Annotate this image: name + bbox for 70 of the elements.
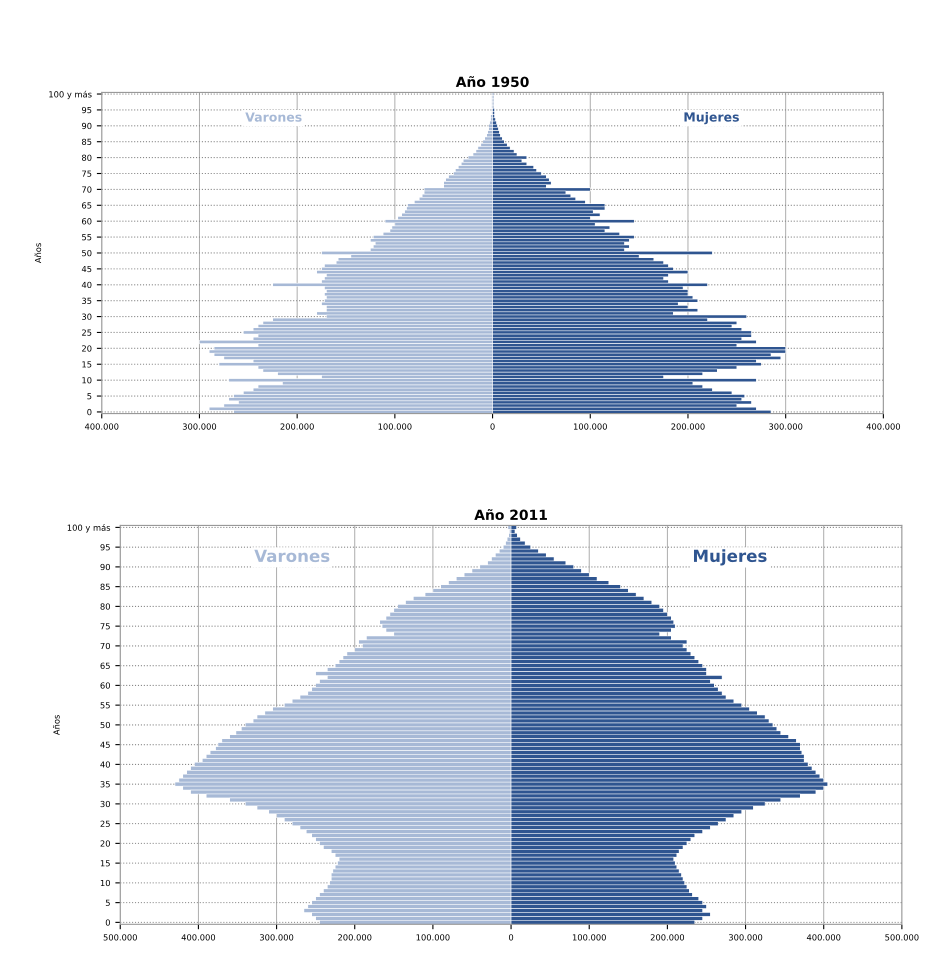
x-tick-label: 100.000 [378, 423, 412, 430]
x-tick-label: 300.000 [182, 423, 216, 430]
chart-title: Año 1950 [456, 76, 529, 88]
y-tick-label: 5 [87, 393, 92, 400]
x-tick-label: 200.000 [280, 423, 314, 430]
y-tick-label: 80 [82, 154, 92, 161]
text: Varones [245, 112, 302, 122]
y-tick-label: 25 [100, 820, 110, 827]
x-tick-label: 200.000 [338, 934, 372, 941]
y-tick-label: 70 [100, 642, 110, 650]
x-tick-label: 0 [508, 934, 514, 941]
y-tick-label: 20 [100, 840, 110, 847]
y-tick-label: 70 [82, 186, 92, 193]
x-tick-label: 400.000 [84, 423, 118, 430]
y-tick-label: 90 [100, 564, 110, 570]
y-tick-label: 75 [100, 623, 110, 630]
y-tick-label: 80 [100, 603, 110, 610]
x-tick-label: 200.000 [650, 934, 684, 941]
y-tick-label: 85 [100, 584, 110, 590]
y-tick-label: 15 [82, 361, 92, 368]
y-tick-label: 90 [82, 122, 92, 130]
y-tick-label: 50 [82, 250, 92, 256]
y-tick-label: 30 [82, 314, 92, 320]
text: Mujeres [684, 112, 739, 124]
y-axis-title: Años [34, 243, 42, 264]
y-tick-label: 35 [100, 781, 110, 788]
x-tick-label: 200.000 [671, 423, 705, 430]
y-tick-label: 50 [100, 722, 110, 728]
y-tick-label: 25 [82, 329, 92, 336]
y-tick-label: 60 [82, 218, 92, 224]
x-tick-label: 100.000 [572, 934, 606, 941]
y-tick-label: 85 [82, 138, 92, 145]
y-tick-label: 15 [100, 860, 110, 866]
y-tick-label: 35 [82, 298, 92, 304]
y-tick-label: 40 [100, 761, 110, 768]
y-tick-label: 30 [100, 800, 110, 808]
y-tick-label: 10 [100, 880, 110, 886]
y-tick-label: 75 [82, 170, 92, 177]
x-tick-label: 300.000 [728, 934, 762, 941]
y-tick-label: 55 [100, 702, 110, 708]
y-axis-title: Años [53, 715, 60, 736]
y-tick-label: 45 [100, 742, 110, 748]
y-tick-label: 100 y más [49, 90, 92, 100]
x-tick-label: 400.000 [806, 934, 840, 941]
x-tick-label: 400.000 [182, 934, 216, 941]
text: Mujeres [694, 549, 767, 566]
y-tick-label: 95 [82, 106, 92, 114]
y-tick-label: 20 [82, 345, 92, 352]
y-tick-label: 0 [106, 919, 110, 926]
y-tick-label: 5 [106, 900, 110, 906]
x-tick-label: 100.000 [574, 423, 607, 430]
y-tick-label: 60 [100, 682, 110, 689]
y-tick-label: 100 y más [68, 524, 110, 532]
x-tick-label: 300.000 [769, 423, 802, 430]
y-tick-label: 0 [87, 408, 92, 416]
text: Varones [254, 550, 330, 562]
x-tick-label: 400.000 [866, 423, 900, 430]
x-tick-label: 500.000 [104, 934, 137, 941]
y-tick-label: 95 [100, 544, 110, 550]
x-tick-label: 300.000 [260, 934, 294, 941]
y-tick-label: 40 [82, 282, 92, 288]
y-tick-label: 65 [82, 202, 92, 209]
x-tick-label: 100.000 [416, 934, 450, 941]
y-tick-label: 10 [82, 377, 92, 384]
x-tick-label: 500.000 [885, 934, 919, 941]
chart-title: Año 2011 [474, 509, 547, 520]
y-tick-label: 55 [82, 234, 92, 240]
y-tick-label: 65 [100, 662, 110, 669]
y-tick-label: 45 [82, 266, 92, 272]
x-tick-label: 0 [490, 423, 495, 430]
